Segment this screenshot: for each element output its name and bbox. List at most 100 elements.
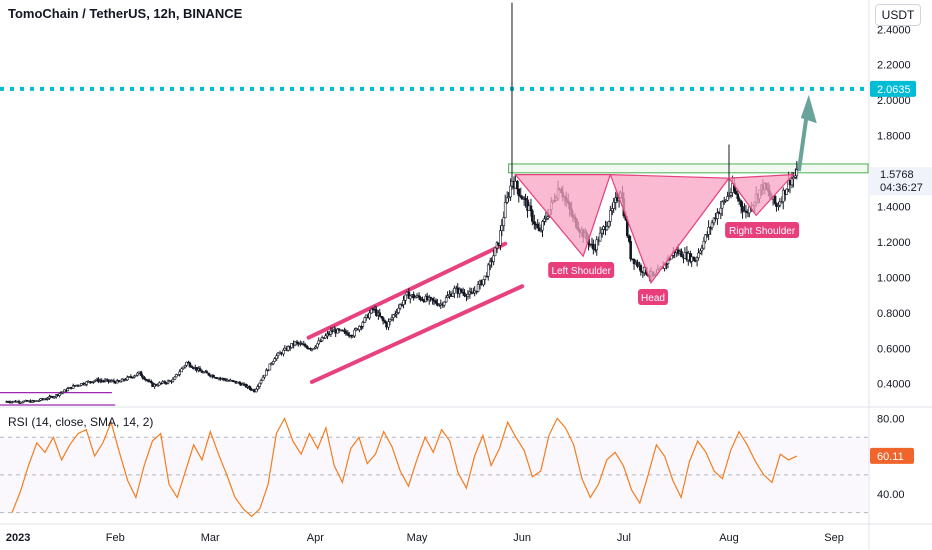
candle-body xyxy=(544,218,548,220)
candle-body xyxy=(110,380,114,383)
candle-body xyxy=(404,294,407,301)
candle-body xyxy=(282,349,285,355)
candle-body xyxy=(320,337,324,342)
candle-body xyxy=(795,169,799,177)
time-tick-label: Mar xyxy=(201,532,220,544)
candle-body xyxy=(266,369,270,372)
candle-body xyxy=(736,193,740,199)
rsi-value-label: 60.11 xyxy=(877,451,904,463)
candle-body xyxy=(126,376,129,381)
candle-body xyxy=(46,398,49,400)
candle-body xyxy=(775,203,778,207)
head-label: Head xyxy=(641,293,665,304)
candle-body xyxy=(463,292,466,296)
candle-body xyxy=(205,371,209,374)
right-shoulder-label: Right Shoulder xyxy=(729,226,796,237)
candle-body xyxy=(85,381,89,385)
candle-body xyxy=(5,401,9,403)
time-tick-label: 2023 xyxy=(6,532,30,544)
candle-body xyxy=(368,312,371,319)
candle-body xyxy=(127,376,131,378)
candle-body xyxy=(73,385,76,387)
candle-body xyxy=(734,190,738,195)
candle-body xyxy=(207,372,211,376)
price-tick-label: 0.8000 xyxy=(877,308,911,320)
candle-body xyxy=(212,375,215,378)
candle-body xyxy=(180,368,184,373)
target-arrow-shaft xyxy=(796,114,809,172)
candle-body xyxy=(113,381,117,384)
time-tick-label: Apr xyxy=(307,532,324,544)
candle-body xyxy=(93,380,97,382)
candle-body xyxy=(100,380,104,382)
candle-body xyxy=(198,368,202,372)
price-tick-label: 0.4000 xyxy=(877,379,911,391)
price-tick-label: 1.2000 xyxy=(877,237,911,249)
candle-body xyxy=(353,329,356,337)
candle-body xyxy=(344,330,348,334)
candle-body xyxy=(97,378,100,382)
rsi-value-badge xyxy=(870,447,914,464)
price-overlays xyxy=(0,86,869,406)
candle-body xyxy=(215,377,219,380)
candle-body xyxy=(536,224,540,229)
candle-body xyxy=(627,235,631,242)
price-tick-label: 1.0000 xyxy=(877,272,911,284)
candle-body xyxy=(486,264,490,277)
candle-body xyxy=(195,367,198,371)
candle-body xyxy=(239,382,243,386)
candle-body xyxy=(119,380,122,383)
head-badge xyxy=(638,289,668,305)
candle-body xyxy=(83,383,87,386)
candle-body xyxy=(290,343,293,348)
rsi-line xyxy=(11,416,798,518)
candle-body xyxy=(363,317,367,323)
candle-body xyxy=(246,385,249,388)
candle-body xyxy=(151,382,154,387)
candle-body xyxy=(71,385,75,389)
candle-body xyxy=(397,307,401,313)
candle-body xyxy=(271,361,275,365)
candle-body xyxy=(492,255,495,262)
candle-body xyxy=(607,221,611,227)
candle-body xyxy=(476,284,480,292)
chart-title: TomoChain / TetherUS, 12h, BINANCE xyxy=(8,6,243,21)
time-tick-label: May xyxy=(407,532,428,544)
rsi-label: RSI (14, close, SMA, 14, 2) xyxy=(8,415,154,429)
candle-body xyxy=(493,247,497,257)
candle-body xyxy=(434,300,438,304)
candle-body xyxy=(341,329,344,332)
candle-body xyxy=(595,239,599,251)
candle-body xyxy=(778,201,782,206)
candle-body xyxy=(612,201,616,209)
candle-body xyxy=(509,185,512,198)
head-area xyxy=(609,173,731,284)
candle-body xyxy=(720,201,724,209)
candle-body xyxy=(254,388,258,393)
head-and-shoulders-pattern: Left Shoulder Head Right Shoulder xyxy=(514,173,800,305)
candle-body xyxy=(398,304,402,309)
candle-body xyxy=(80,383,83,386)
candle-body xyxy=(790,178,794,186)
candle-body xyxy=(8,401,12,404)
candle-body xyxy=(741,206,744,212)
current-price-badge xyxy=(870,167,932,196)
candle-body xyxy=(222,378,226,380)
candle-body xyxy=(703,234,707,242)
candle-body xyxy=(242,383,246,386)
candle-body xyxy=(710,222,714,228)
candle-body xyxy=(248,385,251,389)
candle-body xyxy=(383,320,387,324)
candle-body xyxy=(273,358,276,362)
candle-body xyxy=(137,371,141,374)
currency-selector[interactable]: USDT xyxy=(875,4,921,26)
candle-body xyxy=(168,380,171,383)
right-shoulder-badge xyxy=(725,222,800,238)
candle-body xyxy=(275,355,278,360)
candle-body xyxy=(317,340,321,345)
candle-body xyxy=(86,381,90,383)
candle-body xyxy=(395,312,399,315)
candle-body xyxy=(629,241,632,260)
candle-body xyxy=(147,380,151,383)
